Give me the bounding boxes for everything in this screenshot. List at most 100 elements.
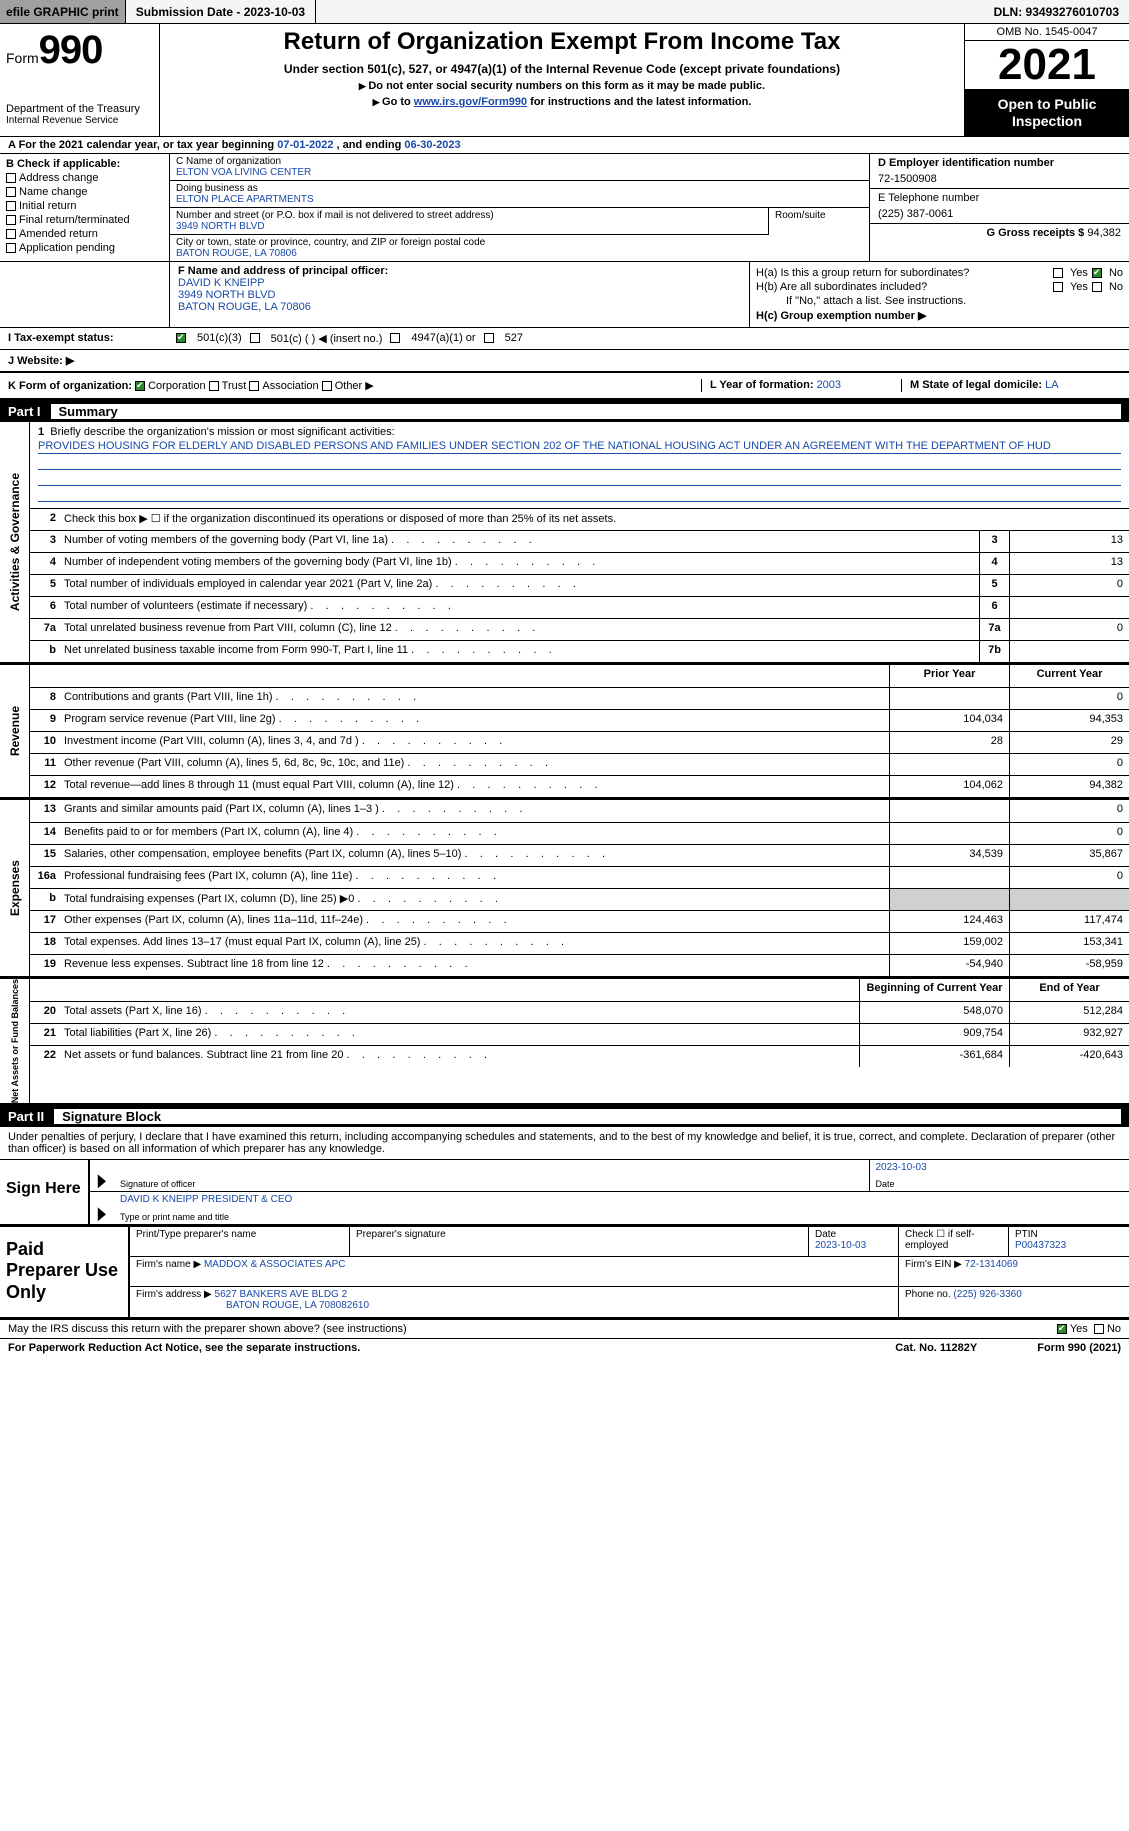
website-label: J Website: ▶ [8, 355, 74, 367]
chk-4947[interactable] [390, 333, 400, 343]
lbl-corp: Corporation [148, 380, 205, 392]
domicile-label: M State of legal domicile: [910, 379, 1045, 391]
block-fh: F Name and address of principal officer:… [0, 262, 1129, 328]
row-current: 0 [1009, 823, 1129, 844]
sign-date-cell: 2023-10-03 Date [870, 1160, 1129, 1191]
l1-blank2 [38, 472, 1121, 486]
chk-assoc[interactable] [249, 381, 259, 391]
sect-activities: Activities & Governance 1 Briefly descri… [0, 422, 1129, 665]
row-text: Contributions and grants (Part VIII, lin… [60, 688, 889, 709]
line-6-val [1009, 597, 1129, 618]
ein-label: D Employer identification number [878, 157, 1121, 169]
hb-note: If "No," attach a list. See instructions… [756, 295, 1123, 307]
row-a-pre: A For the 2021 calendar year, or tax yea… [8, 139, 277, 151]
col-end-year: End of Year [1009, 979, 1129, 1001]
officer-label: F Name and address of principal officer: [178, 265, 388, 277]
table-row: 11Other revenue (Part VIII, column (A), … [30, 753, 1129, 775]
chk-discuss-yes[interactable] [1057, 1324, 1067, 1334]
sect-expenses: Expenses 13Grants and similar amounts pa… [0, 800, 1129, 979]
chk-final-return[interactable] [6, 215, 16, 225]
chk-527[interactable] [484, 333, 494, 343]
chk-hb-yes[interactable] [1053, 282, 1063, 292]
officer-name-cell: DAVID K KNEIPP PRESIDENT & CEO Type or p… [114, 1192, 1129, 1224]
note2-pre: Go to [382, 96, 414, 108]
chk-501c[interactable] [250, 333, 260, 343]
table-row: 8Contributions and grants (Part VIII, li… [30, 687, 1129, 709]
l1-text: PROVIDES HOUSING FOR ELDERLY AND DISABLE… [38, 440, 1121, 454]
chk-initial-return[interactable] [6, 201, 16, 211]
street-label: Number and street (or P.O. box if mail i… [176, 210, 762, 221]
part2-header: Part II Signature Block [0, 1106, 1129, 1127]
self-employed-cell[interactable]: Check ☐ if self-employed [899, 1227, 1009, 1256]
tax-status-label: I Tax-exempt status: [8, 332, 168, 344]
chk-amended[interactable] [6, 229, 16, 239]
chk-ha-no[interactable] [1092, 268, 1102, 278]
chk-other[interactable] [322, 381, 332, 391]
preparer-sig-cell[interactable]: Preparer's signature [350, 1227, 809, 1256]
tax-year: 2021 [965, 41, 1129, 90]
sign-date-label: Date [876, 1179, 895, 1189]
sign-date-value: 2023-10-03 [876, 1162, 927, 1173]
discuss-question: May the IRS discuss this return with the… [8, 1323, 407, 1335]
row-prior [889, 688, 1009, 709]
col-b-title: B Check if applicable: [6, 158, 163, 170]
row-current: 117,474 [1009, 911, 1129, 932]
table-row: 22Net assets or fund balances. Subtract … [30, 1045, 1129, 1067]
row-text: Net assets or fund balances. Subtract li… [60, 1046, 859, 1067]
line-7b-val [1009, 641, 1129, 662]
chk-hb-no[interactable] [1092, 282, 1102, 292]
row-text: Total fundraising expenses (Part IX, col… [60, 889, 889, 910]
col-d: D Employer identification number 72-1500… [869, 154, 1129, 261]
ha-yes: Yes [1070, 267, 1088, 279]
chk-discuss-no[interactable] [1094, 1324, 1104, 1334]
firm-phone-label: Phone no. [905, 1289, 953, 1300]
form990-link[interactable]: www.irs.gov/Form990 [414, 96, 527, 108]
sect-net-assets: Net Assets or Fund Balances Beginning of… [0, 979, 1129, 1106]
row-text: Total liabilities (Part X, line 26) [60, 1024, 859, 1045]
officer-addr2: BATON ROUGE, LA 70806 [178, 301, 741, 313]
row-current: 94,353 [1009, 710, 1129, 731]
chk-ha-yes[interactable] [1053, 268, 1063, 278]
lbl-amended: Amended return [19, 228, 98, 240]
firm-name-label: Firm's name ▶ [136, 1259, 204, 1270]
part2-title: Signature Block [54, 1109, 1121, 1124]
table-row: 19Revenue less expenses. Subtract line 1… [30, 954, 1129, 976]
vlabel-expenses-text: Expenses [8, 860, 22, 916]
lbl-501c3: 501(c)(3) [197, 332, 242, 344]
row-current: 0 [1009, 688, 1129, 709]
lbl-4947: 4947(a)(1) or [411, 332, 475, 344]
chk-trust[interactable] [209, 381, 219, 391]
form-ref: Form 990 (2021) [1037, 1342, 1121, 1354]
row-prior: -54,940 [889, 955, 1009, 976]
chk-501c3[interactable] [176, 333, 186, 343]
chk-name-change[interactable] [6, 187, 16, 197]
street-value: 3949 NORTH BLVD [176, 221, 762, 232]
officer-signature-cell[interactable]: Signature of officer [114, 1160, 870, 1191]
preparer-name-cell[interactable]: Print/Type preparer's name [130, 1227, 350, 1256]
fh-spacer [0, 262, 170, 327]
ptin-label: PTIN [1015, 1229, 1038, 1240]
efile-label: efile GRAPHIC print [0, 0, 126, 23]
chk-address-change[interactable] [6, 173, 16, 183]
line-3-val: 13 [1009, 531, 1129, 552]
vlabel-net-text: Net Assets or Fund Balances [10, 979, 20, 1103]
omb-number: OMB No. 1545-0047 [965, 24, 1129, 41]
lbl-527: 527 [505, 332, 523, 344]
chk-app-pending[interactable] [6, 243, 16, 253]
form-number-block: Form990 Department of the Treasury Inter… [0, 24, 160, 136]
officer-name-label: Type or print name and title [120, 1212, 229, 1222]
gross-label: G Gross receipts $ [986, 227, 1087, 239]
vlabel-activities: Activities & Governance [0, 422, 30, 662]
row-current: 0 [1009, 754, 1129, 775]
lbl-final-return: Final return/terminated [19, 214, 130, 226]
form-word: Form [6, 50, 39, 66]
chk-corp[interactable] [135, 381, 145, 391]
table-row: 20Total assets (Part X, line 16)548,0705… [30, 1001, 1129, 1023]
korg-label: K Form of organization: [8, 380, 132, 392]
gross-value: 94,382 [1087, 227, 1121, 239]
row-text: Total revenue—add lines 8 through 11 (mu… [60, 776, 889, 797]
firm-phone-cell: Phone no. (225) 926-3360 [899, 1287, 1129, 1317]
form-title-block: Return of Organization Exempt From Incom… [160, 24, 964, 136]
line-2: Check this box ▶ ☐ if the organization d… [60, 509, 1129, 530]
tel-label: E Telephone number [878, 192, 1121, 204]
